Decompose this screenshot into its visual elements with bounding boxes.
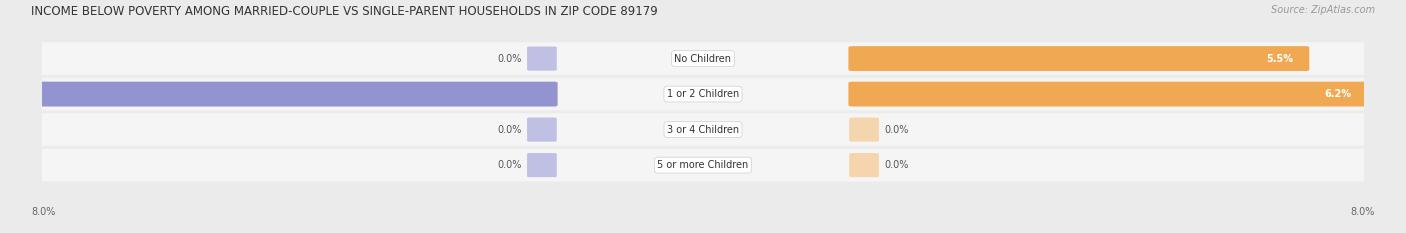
FancyBboxPatch shape	[527, 153, 557, 177]
Text: 0.0%: 0.0%	[496, 54, 522, 64]
Text: 5.5%: 5.5%	[1267, 54, 1294, 64]
Text: Source: ZipAtlas.com: Source: ZipAtlas.com	[1271, 5, 1375, 15]
Text: 5 or more Children: 5 or more Children	[658, 160, 748, 170]
FancyBboxPatch shape	[30, 149, 1376, 182]
Text: 1 or 2 Children: 1 or 2 Children	[666, 89, 740, 99]
FancyBboxPatch shape	[527, 47, 557, 71]
Text: 0.0%: 0.0%	[496, 125, 522, 135]
FancyBboxPatch shape	[849, 117, 879, 142]
Text: 8.0%: 8.0%	[31, 207, 55, 217]
Text: 6.2%: 6.2%	[1324, 89, 1351, 99]
FancyBboxPatch shape	[848, 82, 1367, 106]
Text: 3 or 4 Children: 3 or 4 Children	[666, 125, 740, 135]
Text: 0.0%: 0.0%	[884, 160, 910, 170]
FancyBboxPatch shape	[0, 82, 558, 106]
Text: INCOME BELOW POVERTY AMONG MARRIED-COUPLE VS SINGLE-PARENT HOUSEHOLDS IN ZIP COD: INCOME BELOW POVERTY AMONG MARRIED-COUPL…	[31, 5, 658, 18]
FancyBboxPatch shape	[849, 153, 879, 177]
Text: 8.0%: 8.0%	[1351, 207, 1375, 217]
FancyBboxPatch shape	[30, 113, 1376, 146]
Text: 0.0%: 0.0%	[884, 125, 910, 135]
FancyBboxPatch shape	[30, 78, 1376, 110]
FancyBboxPatch shape	[848, 46, 1309, 71]
FancyBboxPatch shape	[527, 117, 557, 142]
FancyBboxPatch shape	[30, 42, 1376, 75]
Text: No Children: No Children	[675, 54, 731, 64]
Text: 0.0%: 0.0%	[496, 160, 522, 170]
